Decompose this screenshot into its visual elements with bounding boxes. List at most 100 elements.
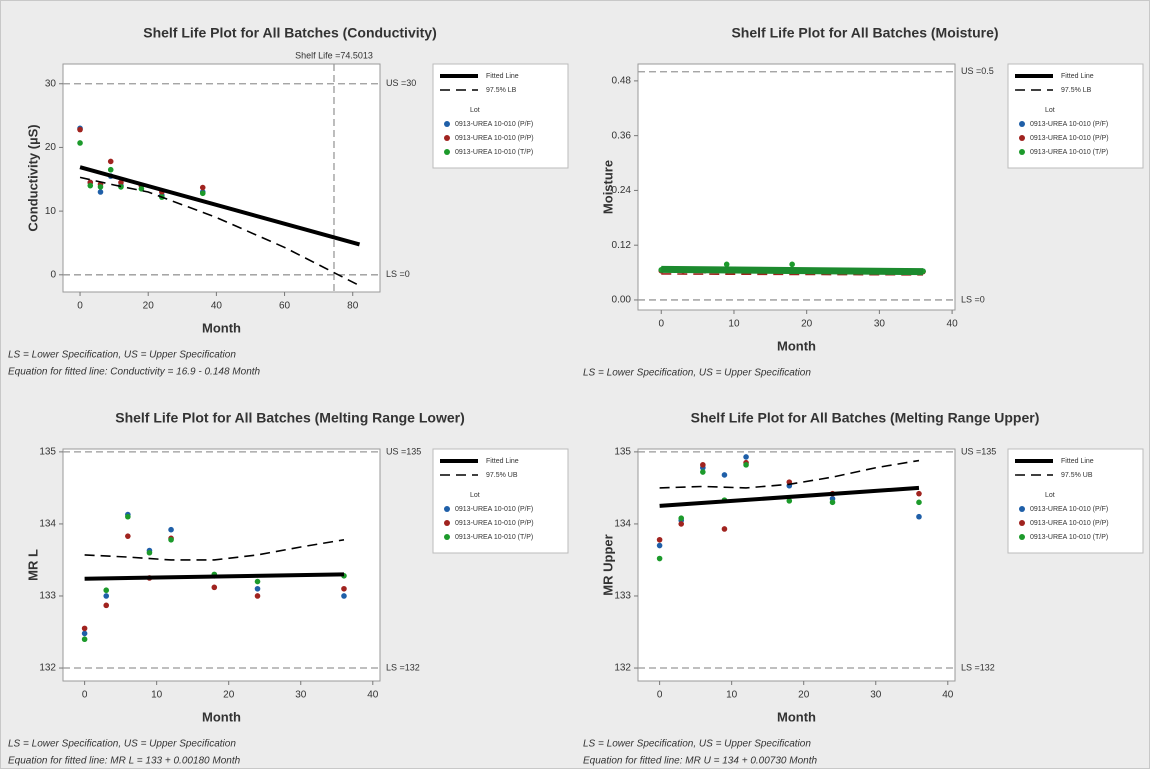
data-point: [916, 499, 922, 506]
data-point: [656, 536, 663, 543]
data-point: [656, 542, 663, 549]
data-point: [341, 593, 347, 599]
legend-bound-label: 97.5% LB: [1061, 87, 1092, 94]
x-tick-label: 40: [367, 690, 379, 701]
chart-panel: Shelf Life Plot for All Batches (Moistur…: [583, 25, 1144, 379]
data-point: [829, 499, 836, 506]
footnote: LS = Lower Specification, US = Upper Spe…: [583, 739, 811, 750]
legend-label: 0913-UREA 10-010 (P/F): [1030, 506, 1108, 513]
x-tick-label: 20: [801, 319, 813, 330]
fitted-line: [79, 165, 361, 247]
data-point: [789, 261, 795, 268]
legend-label: 0913-UREA 10-010 (P/P): [1030, 135, 1109, 142]
y-tick-label: 134: [614, 519, 631, 530]
legend-box: [432, 63, 569, 169]
x-axis-label: Month: [202, 709, 241, 724]
data-point: [656, 555, 663, 562]
x-tick-label: 0: [77, 301, 83, 312]
y-tick-label: 0.12: [612, 240, 632, 251]
legend-marker: [444, 520, 450, 526]
data-point: [254, 585, 261, 592]
data-point: [199, 190, 206, 197]
footnote: LS = Lower Specification, US = Upper Spe…: [8, 350, 236, 361]
data-point: [87, 182, 94, 189]
data-point: [678, 515, 685, 521]
data-point: [721, 472, 728, 478]
data-point: [125, 513, 131, 520]
x-tick-label: 40: [211, 301, 223, 312]
legend-lot-title: Lot: [1045, 492, 1055, 499]
data-point: [723, 261, 730, 268]
spec-label: LS =132: [961, 662, 995, 672]
legend-label: 0913-UREA 10-010 (T/P): [1030, 149, 1108, 156]
x-tick-label: 30: [874, 319, 886, 330]
data-point: [81, 625, 88, 632]
data-point: [916, 513, 922, 520]
x-tick-label: 0: [658, 319, 664, 330]
y-tick-label: 133: [614, 591, 631, 602]
data-point: [254, 593, 261, 599]
x-tick-label: 20: [223, 690, 235, 701]
x-tick-label: 10: [726, 690, 738, 701]
legend-marker: [1019, 520, 1025, 526]
legend-label: 0913-UREA 10-010 (P/P): [455, 135, 534, 142]
legend-fit-label: Fitted Line: [1061, 458, 1094, 465]
y-tick-label: 135: [39, 447, 56, 458]
legend-marker: [444, 121, 450, 127]
x-tick-label: 10: [728, 319, 740, 330]
fitted-line: [84, 572, 345, 581]
footnote: Equation for fitted line: MR U = 134 + 0…: [583, 756, 817, 767]
x-tick-label: 40: [942, 690, 954, 701]
data-point: [146, 549, 153, 556]
fitted-line: [659, 485, 920, 508]
data-point: [107, 166, 114, 173]
x-tick-label: 60: [279, 301, 291, 312]
data-point: [81, 636, 88, 643]
data-point: [168, 526, 174, 533]
data-point: [700, 469, 706, 475]
data-point: [103, 593, 110, 599]
y-tick-label: 133: [39, 591, 56, 602]
legend-box: [1007, 448, 1144, 554]
data-point: [97, 184, 104, 190]
legend-lot-title: Lot: [470, 492, 480, 499]
data-point: [700, 462, 706, 468]
data-point: [77, 140, 83, 146]
y-tick-label: 132: [39, 663, 56, 674]
legend-label: 0913-UREA 10-010 (P/F): [455, 506, 533, 513]
chart-title: Shelf Life Plot for All Batches (Melting…: [115, 410, 465, 426]
legend-box: [432, 448, 569, 554]
x-axis-label: Month: [777, 709, 816, 724]
data-point: [254, 578, 261, 585]
legend: Fitted Line 97.5% UB Lot 0913-UREA 10-010 (…: [1007, 448, 1144, 554]
bound-line: [79, 176, 360, 287]
data-point: [678, 521, 685, 527]
legend-fit-label: Fitted Line: [486, 73, 519, 80]
x-tick-label: 30: [295, 690, 307, 701]
legend-marker: [444, 534, 450, 540]
data-point: [81, 630, 88, 637]
legend-marker: [1019, 135, 1025, 141]
legend-marker: [1019, 506, 1025, 512]
data-point: [97, 189, 104, 195]
y-tick-label: 135: [614, 447, 631, 458]
data-point: [103, 587, 110, 594]
legend-label: 0913-UREA 10-010 (P/P): [455, 520, 534, 527]
x-axis-label: Month: [202, 320, 241, 335]
fitted-line: [661, 265, 924, 276]
y-tick-label: 10: [45, 206, 57, 217]
x-tick-label: 40: [947, 319, 959, 330]
legend-bound-label: 97.5% LB: [486, 87, 517, 94]
legend-fit-label: Fitted Line: [1061, 73, 1094, 80]
legend-lot-title: Lot: [1045, 107, 1055, 114]
legend-marker: [444, 135, 450, 141]
chart-panel: Shelf Life Plot for All Batches (Melting…: [8, 410, 569, 767]
y-tick-label: 0.00: [612, 295, 632, 306]
data-point: [118, 179, 124, 186]
y-tick-label: 0.24: [612, 185, 632, 196]
spec-label: US =0.5: [961, 66, 994, 76]
legend-marker: [444, 506, 450, 512]
y-tick-label: 134: [39, 519, 56, 530]
x-tick-label: 80: [347, 301, 359, 312]
